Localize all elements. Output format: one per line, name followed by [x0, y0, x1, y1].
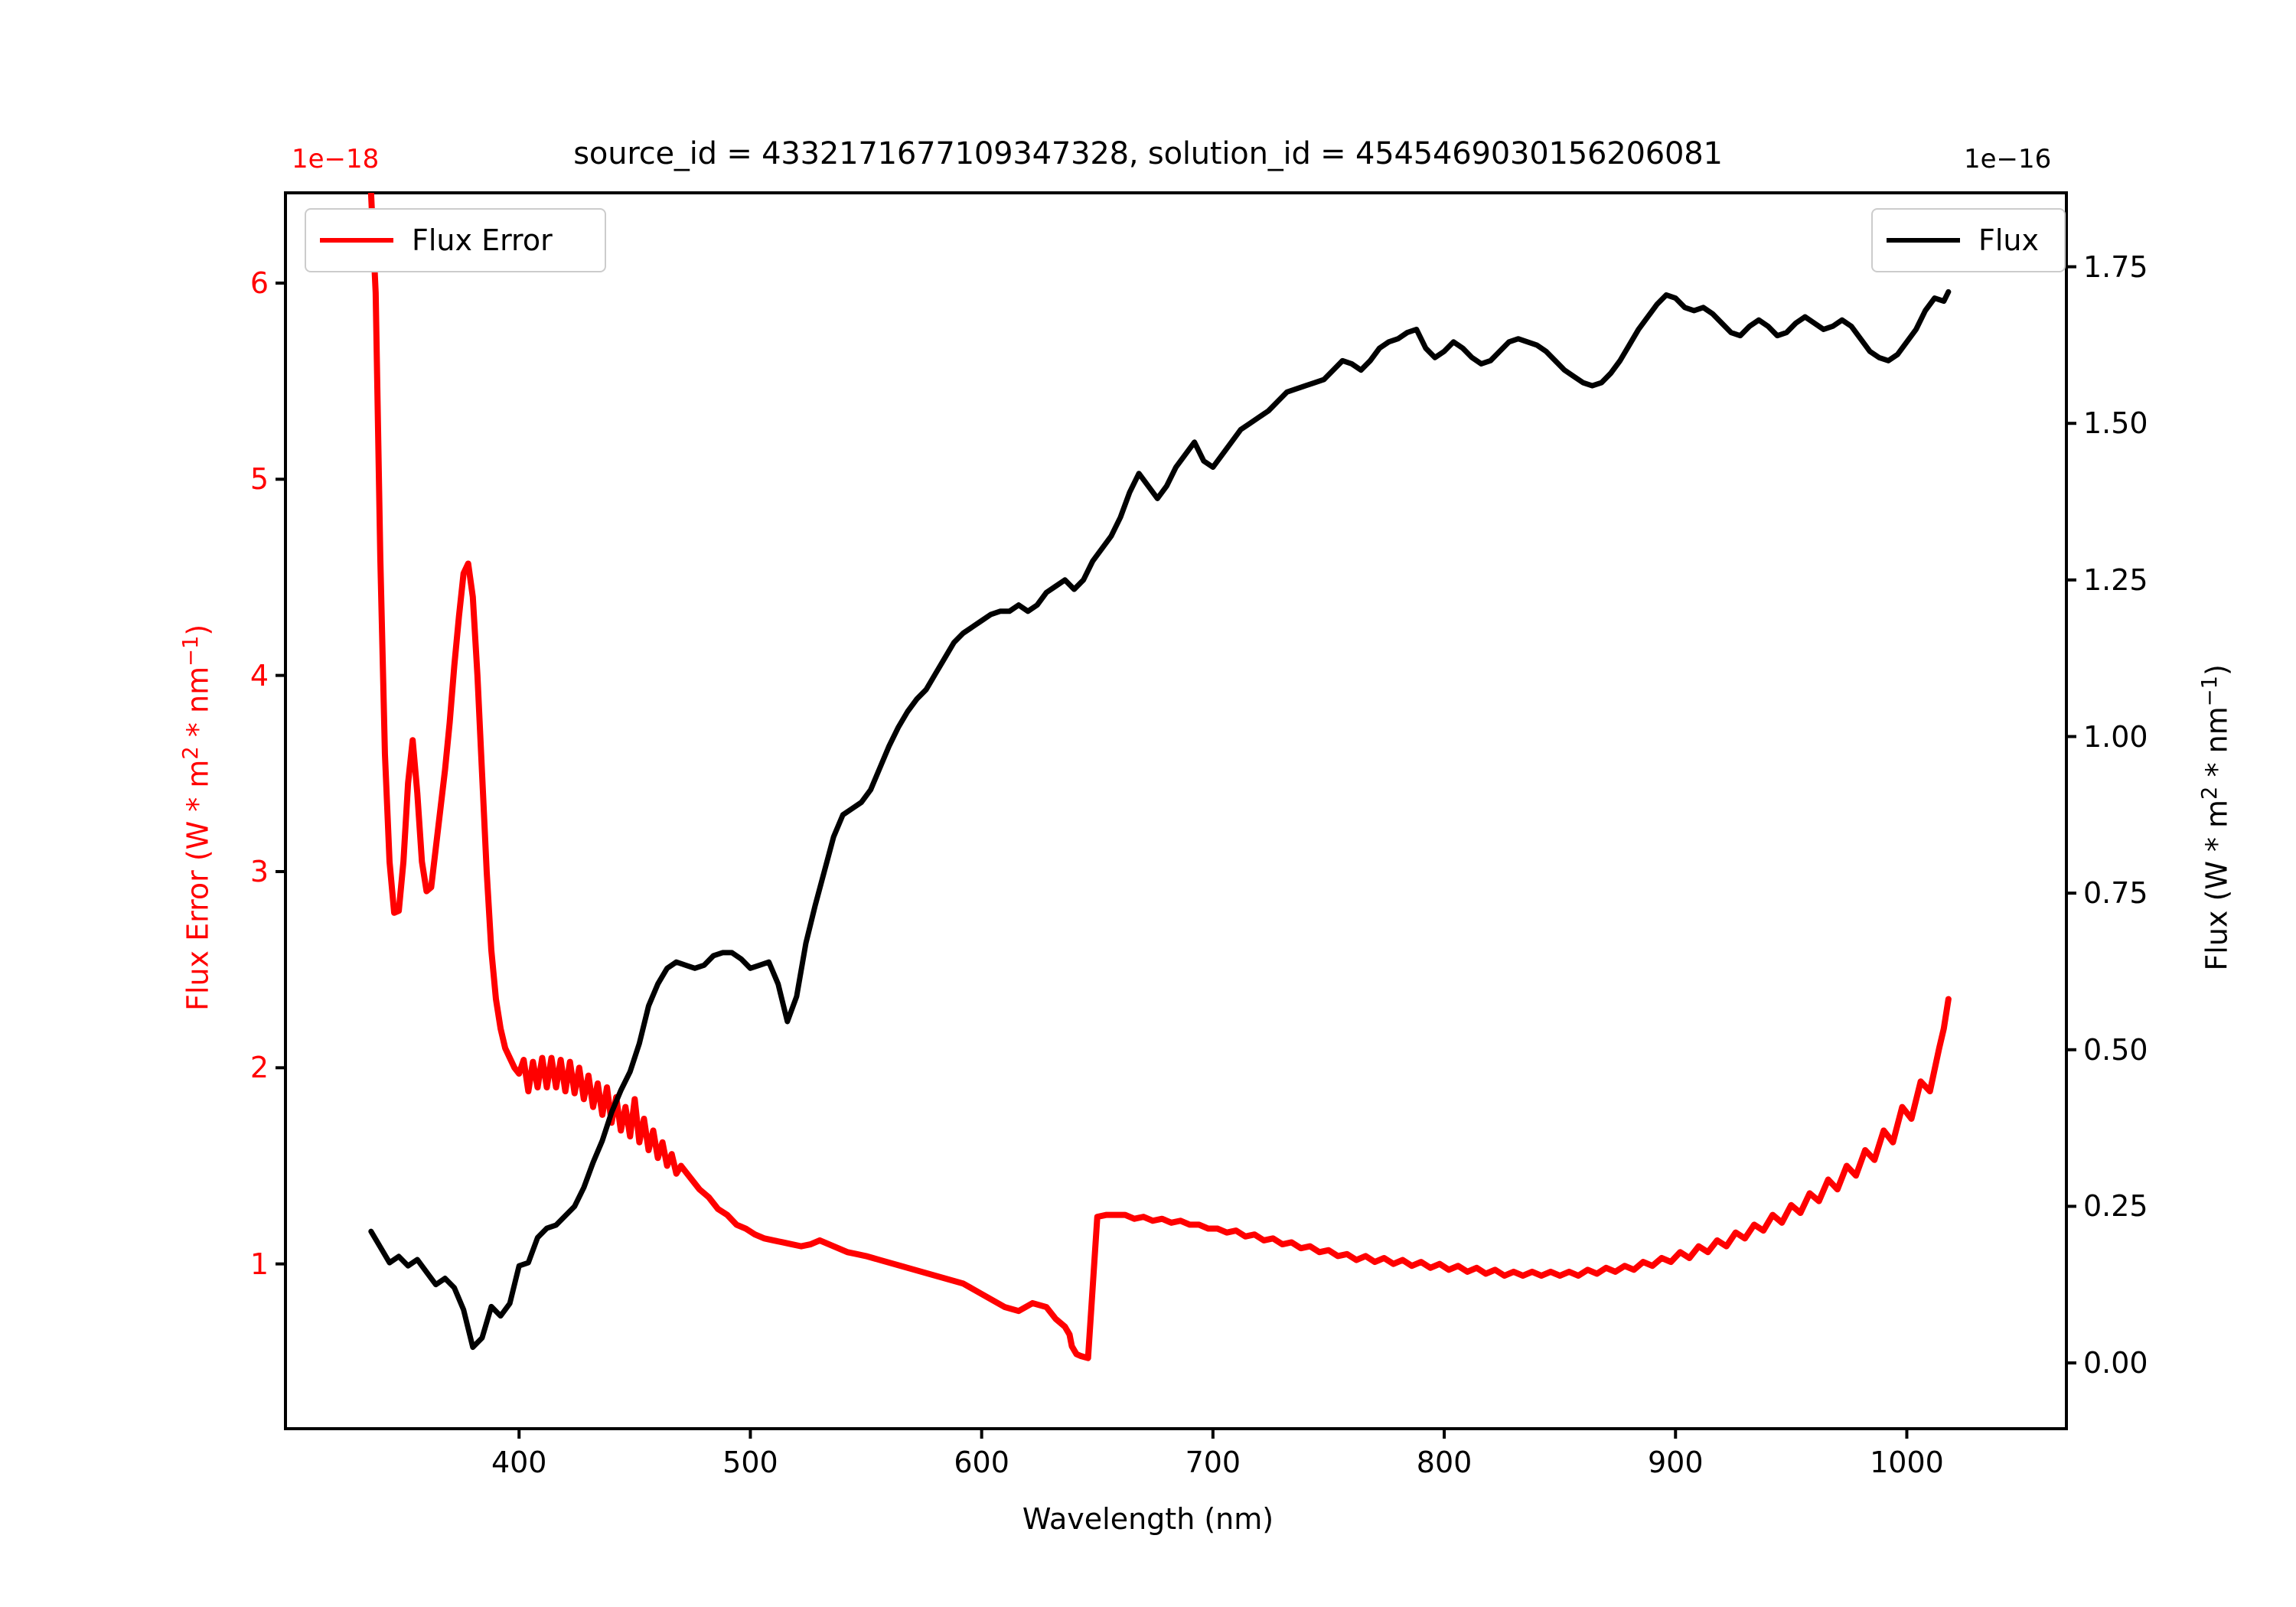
chart-title: source_id = 4332171677109347328, solutio… — [573, 136, 1723, 171]
y-axis-left-label: Flux Error (W * m2 * nm−1) — [179, 435, 215, 1200]
y-right-tick-label-1.00: 1.00 — [2083, 719, 2148, 754]
y-axis-right-label: Flux (W * m2 * nm−1) — [2198, 435, 2234, 1200]
plot-frame — [284, 191, 2068, 1430]
y-right-tick-label-0.25: 0.25 — [2083, 1189, 2148, 1224]
data-series-group — [367, 193, 1952, 1361]
y-axis-right-label-text: Flux (W * m2 * nm−1) — [2197, 664, 2234, 971]
y-right-tick-label-1.25: 1.25 — [2083, 562, 2148, 597]
y-left-tick-label-6: 6 — [249, 266, 269, 300]
x-tick-label-600: 600 — [954, 1446, 1009, 1479]
x-tick-label-800: 800 — [1416, 1446, 1473, 1479]
y-right-tick-label-1.75: 1.75 — [2083, 249, 2148, 284]
x-tick-label-900: 900 — [1648, 1446, 1704, 1479]
x-axis-label: Wavelength (nm) — [1022, 1502, 1274, 1536]
y-left-tick-label-5: 5 — [249, 462, 269, 497]
y-left-tick-label-1: 1 — [249, 1247, 269, 1281]
y-right-tick-label-1.50: 1.50 — [2083, 406, 2148, 441]
legend-label-flux: Flux — [1978, 223, 2039, 257]
x-tick-label-1000: 1000 — [1870, 1446, 1944, 1479]
legend-flux-error[interactable]: Flux Error — [305, 208, 606, 272]
left-axis-offset-exponent: 1e−18 — [292, 144, 380, 174]
axis-ticks — [276, 265, 2076, 1439]
x-tick-label-700: 700 — [1185, 1446, 1241, 1479]
y-right-tick-label-0.50: 0.50 — [2083, 1032, 2148, 1067]
legend-flux[interactable]: Flux — [1871, 208, 2066, 272]
y-right-tick-label-0.00: 0.00 — [2083, 1346, 2148, 1380]
y-left-tick-label-3: 3 — [249, 854, 269, 888]
x-tick-label-500: 500 — [722, 1446, 778, 1479]
y-right-tick-label-0.75: 0.75 — [2083, 876, 2148, 911]
y-axis-left-label-text: Flux Error (W * m2 * nm−1) — [178, 624, 215, 1011]
series-line-flux-error — [367, 193, 1952, 1361]
legend-label-flux-error: Flux Error — [412, 223, 553, 257]
y-left-tick-label-4: 4 — [249, 658, 269, 693]
y-left-tick-label-2: 2 — [249, 1051, 269, 1085]
series-line-flux — [368, 288, 1952, 1351]
right-axis-offset-exponent: 1e−16 — [1964, 144, 2052, 174]
x-tick-label-400: 400 — [491, 1446, 547, 1479]
legend-line-flux — [1887, 238, 1960, 243]
legend-line-flux-error — [320, 238, 393, 243]
